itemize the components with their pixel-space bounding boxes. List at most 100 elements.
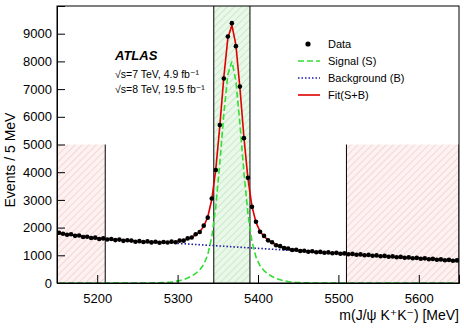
chart: 5200530054005500560001000200030004000500… [0, 0, 464, 328]
data-point [73, 234, 78, 239]
y-tick-mark [57, 89, 65, 90]
data-point [290, 248, 295, 253]
y-tick-label: 4000 [23, 165, 52, 180]
annotation: √s=7 TeV, 4.9 fb⁻¹ [115, 68, 199, 80]
data-point [149, 240, 154, 245]
data-point [101, 236, 106, 241]
data-point [451, 258, 456, 263]
data-point [270, 240, 275, 245]
data-point [286, 246, 291, 251]
y-axis-title: Events / 5 MeV [2, 112, 18, 208]
data-point [173, 240, 178, 245]
data-point [370, 253, 375, 258]
data-point [410, 256, 415, 261]
data-point [378, 254, 383, 259]
data-point [226, 34, 231, 39]
legend-label: Background (B) [328, 72, 404, 84]
y-tick: 6000 [23, 109, 65, 124]
y-tick-mark [57, 61, 65, 62]
y-tick-label: 6000 [23, 109, 52, 124]
data-point [93, 235, 98, 240]
data-point [310, 249, 315, 254]
data-point [366, 253, 371, 258]
legend-label: Signal (S) [328, 55, 376, 67]
data-point [318, 250, 323, 255]
data-point [197, 230, 202, 235]
data-point [398, 255, 403, 260]
data-point [165, 240, 170, 245]
y-tick-label: 5000 [23, 137, 52, 152]
data-point [382, 254, 387, 259]
data-point [447, 258, 452, 263]
x-tick-mark [97, 275, 98, 283]
data-point [161, 240, 166, 245]
data-point [81, 235, 86, 240]
y-tick: 4000 [23, 165, 65, 180]
curve [59, 25, 457, 261]
data-point [238, 84, 243, 89]
data-point [278, 244, 283, 249]
data-point [282, 246, 287, 251]
data-point [234, 44, 239, 49]
x-tick: 5500 [324, 275, 353, 306]
data-point [294, 248, 299, 253]
x-tick: 5400 [244, 275, 273, 306]
legend-label: Fit(S+B) [328, 89, 369, 101]
data-point [222, 76, 227, 81]
data-point [137, 239, 142, 244]
y-tick-mark [57, 145, 65, 146]
sideband [57, 145, 105, 284]
data-point [394, 255, 399, 260]
data-point [455, 258, 459, 263]
data-point [189, 235, 194, 240]
data-point [242, 136, 247, 141]
y-tick: 7000 [23, 82, 65, 97]
data-point [125, 238, 130, 243]
data-point [338, 251, 343, 256]
data-point [145, 239, 150, 244]
data-point [209, 196, 214, 201]
data-point [322, 251, 327, 256]
y-tick-label: 3000 [23, 193, 52, 208]
legend-label: Data [328, 38, 352, 50]
signal-window-edge [213, 6, 214, 283]
x-axis-title: m(J/ψ K⁺K⁻) [MeV] [339, 307, 459, 323]
x-tick-label: 5400 [244, 291, 273, 306]
data-point [362, 253, 367, 258]
y-tick-label: 1000 [23, 248, 52, 263]
data-point [435, 257, 440, 262]
data-point [113, 238, 118, 243]
data-point [346, 252, 351, 257]
data-point [89, 236, 94, 241]
curve [59, 61, 457, 283]
data-point [61, 231, 66, 236]
y-tick: 3000 [23, 193, 65, 208]
y-axis: 0100020003000400050006000700080009000 [23, 7, 65, 291]
y-tick-mark [57, 117, 65, 118]
data-point [121, 239, 126, 244]
data-point [342, 251, 347, 256]
data-point [302, 248, 307, 253]
y-tick-mark [57, 200, 65, 201]
y-tick: 5000 [23, 137, 65, 152]
data-point [193, 232, 198, 237]
data-point [169, 239, 174, 244]
x-tick-label: 5200 [83, 291, 112, 306]
y-tick-label: 0 [45, 276, 52, 291]
data-point [129, 238, 134, 243]
y-tick-mark [57, 255, 65, 256]
signal-window-edge [249, 6, 250, 283]
y-tick: 8000 [23, 54, 65, 69]
data-point [185, 236, 190, 241]
y-tick-label: 7000 [23, 82, 52, 97]
legend-line [298, 94, 320, 96]
data-point [77, 233, 82, 238]
x-tick: 5600 [405, 275, 434, 306]
legend-line [298, 60, 320, 62]
data-point [431, 257, 436, 262]
x-tick-mark [338, 275, 339, 283]
x-tick-mark [258, 275, 259, 283]
data-point [218, 123, 223, 128]
data-point [443, 258, 448, 263]
data-point [314, 250, 319, 255]
